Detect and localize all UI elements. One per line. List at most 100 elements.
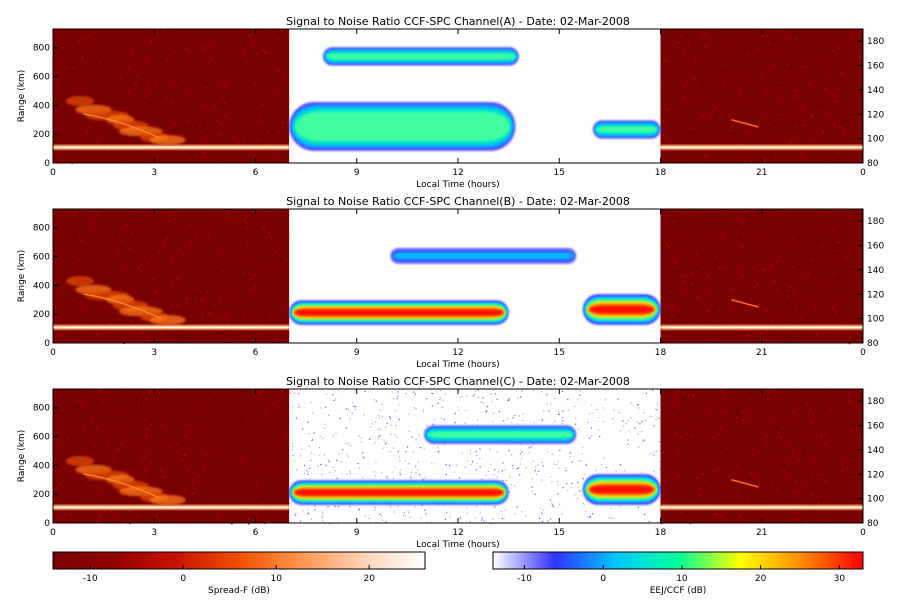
noise-speck: [217, 333, 220, 336]
noise-speck: [144, 281, 146, 284]
noise-speck: [293, 392, 296, 394]
noise-speck: [773, 64, 775, 67]
noise-speck: [116, 516, 119, 519]
noise-speck: [536, 473, 538, 475]
noise-speck: [727, 492, 730, 494]
noise-speck: [127, 272, 130, 274]
noise-speck: [386, 422, 388, 425]
noise-speck: [399, 474, 401, 476]
noise-speck: [200, 299, 203, 302]
noise-speck: [722, 71, 724, 73]
noise-speck: [278, 38, 280, 41]
noise-speck: [265, 280, 268, 283]
noise-speck: [134, 118, 136, 120]
noise-speck: [399, 471, 401, 473]
noise-speck: [336, 459, 338, 462]
noise-speck: [508, 449, 510, 452]
noise-speck: [150, 39, 152, 42]
noise-speck: [760, 332, 763, 334]
noise-speck: [332, 394, 334, 396]
noise-speck: [832, 33, 834, 36]
noise-speck: [680, 272, 683, 275]
noise-speck: [82, 478, 84, 481]
noise-speck: [586, 516, 589, 518]
noise-speck: [389, 416, 391, 418]
noise-speck: [857, 259, 859, 261]
noise-speck: [145, 398, 148, 400]
noise-speck: [761, 35, 764, 37]
noise-speck: [313, 432, 315, 434]
noise-speck: [378, 417, 380, 419]
noise-speck: [193, 498, 196, 501]
noise-speck: [180, 339, 183, 342]
noise-speck: [231, 134, 233, 136]
noise-speck: [169, 445, 171, 448]
noise-speck: [283, 76, 285, 79]
noise-speck: [78, 405, 80, 407]
noise-speck: [79, 152, 81, 154]
noise-speck: [579, 390, 581, 392]
noise-speck: [120, 443, 123, 446]
noise-speck: [266, 36, 269, 38]
noise-speck: [251, 65, 254, 68]
noise-speck: [228, 229, 230, 232]
noise-speck: [721, 440, 724, 442]
noise-speck: [800, 152, 803, 155]
noise-speck: [715, 215, 718, 217]
noise-speck: [237, 451, 240, 453]
noise-speck: [264, 511, 266, 513]
noise-speck: [833, 49, 835, 52]
noise-speck: [93, 322, 96, 325]
noise-speck: [794, 308, 796, 310]
noise-speck: [178, 234, 180, 237]
noise-speck: [546, 403, 548, 405]
noise-speck: [623, 425, 625, 427]
noise-speck: [665, 217, 668, 219]
noise-speck: [585, 463, 587, 466]
noise-speck: [745, 210, 747, 213]
noise-speck: [224, 115, 227, 118]
noise-speck: [850, 337, 853, 339]
noise-speck: [776, 227, 779, 229]
noise-speck: [723, 395, 726, 398]
noise-speck: [757, 259, 760, 262]
noise-speck: [811, 477, 813, 479]
noise-speck: [274, 82, 277, 84]
noise-speck: [277, 156, 279, 159]
noise-speck: [718, 266, 720, 269]
noise-speck: [277, 70, 280, 72]
noise-speck: [519, 474, 521, 476]
noise-speck: [221, 72, 223, 74]
noise-speck: [510, 484, 512, 486]
noise-speck: [663, 157, 665, 160]
noise-speck: [788, 295, 790, 298]
noise-speck: [486, 406, 489, 408]
noise-speck: [744, 412, 747, 415]
noise-speck: [802, 124, 804, 126]
noise-speck: [641, 430, 643, 433]
noise-speck: [228, 511, 231, 514]
noise-speck: [254, 83, 256, 86]
noise-speck: [704, 34, 706, 36]
noise-speck: [612, 517, 614, 519]
noise-speck: [266, 270, 269, 273]
noise-speck: [542, 509, 544, 511]
noise-speck: [792, 266, 794, 268]
noise-speck: [702, 409, 704, 411]
noise-speck: [758, 234, 761, 236]
noise-speck: [381, 515, 383, 517]
noise-speck: [275, 431, 277, 434]
noise-speck: [803, 59, 805, 62]
noise-speck: [747, 334, 749, 337]
noise-speck: [846, 127, 848, 129]
noise-speck: [721, 486, 724, 488]
noise-speck: [243, 219, 246, 221]
noise-speck: [196, 321, 199, 324]
noise-speck: [794, 329, 796, 332]
noise-speck: [321, 516, 323, 519]
noise-speck: [141, 460, 144, 463]
noise-speck: [768, 212, 771, 215]
noise-speck: [149, 476, 151, 478]
noise-speck: [577, 428, 580, 430]
noise-speck: [569, 452, 572, 454]
